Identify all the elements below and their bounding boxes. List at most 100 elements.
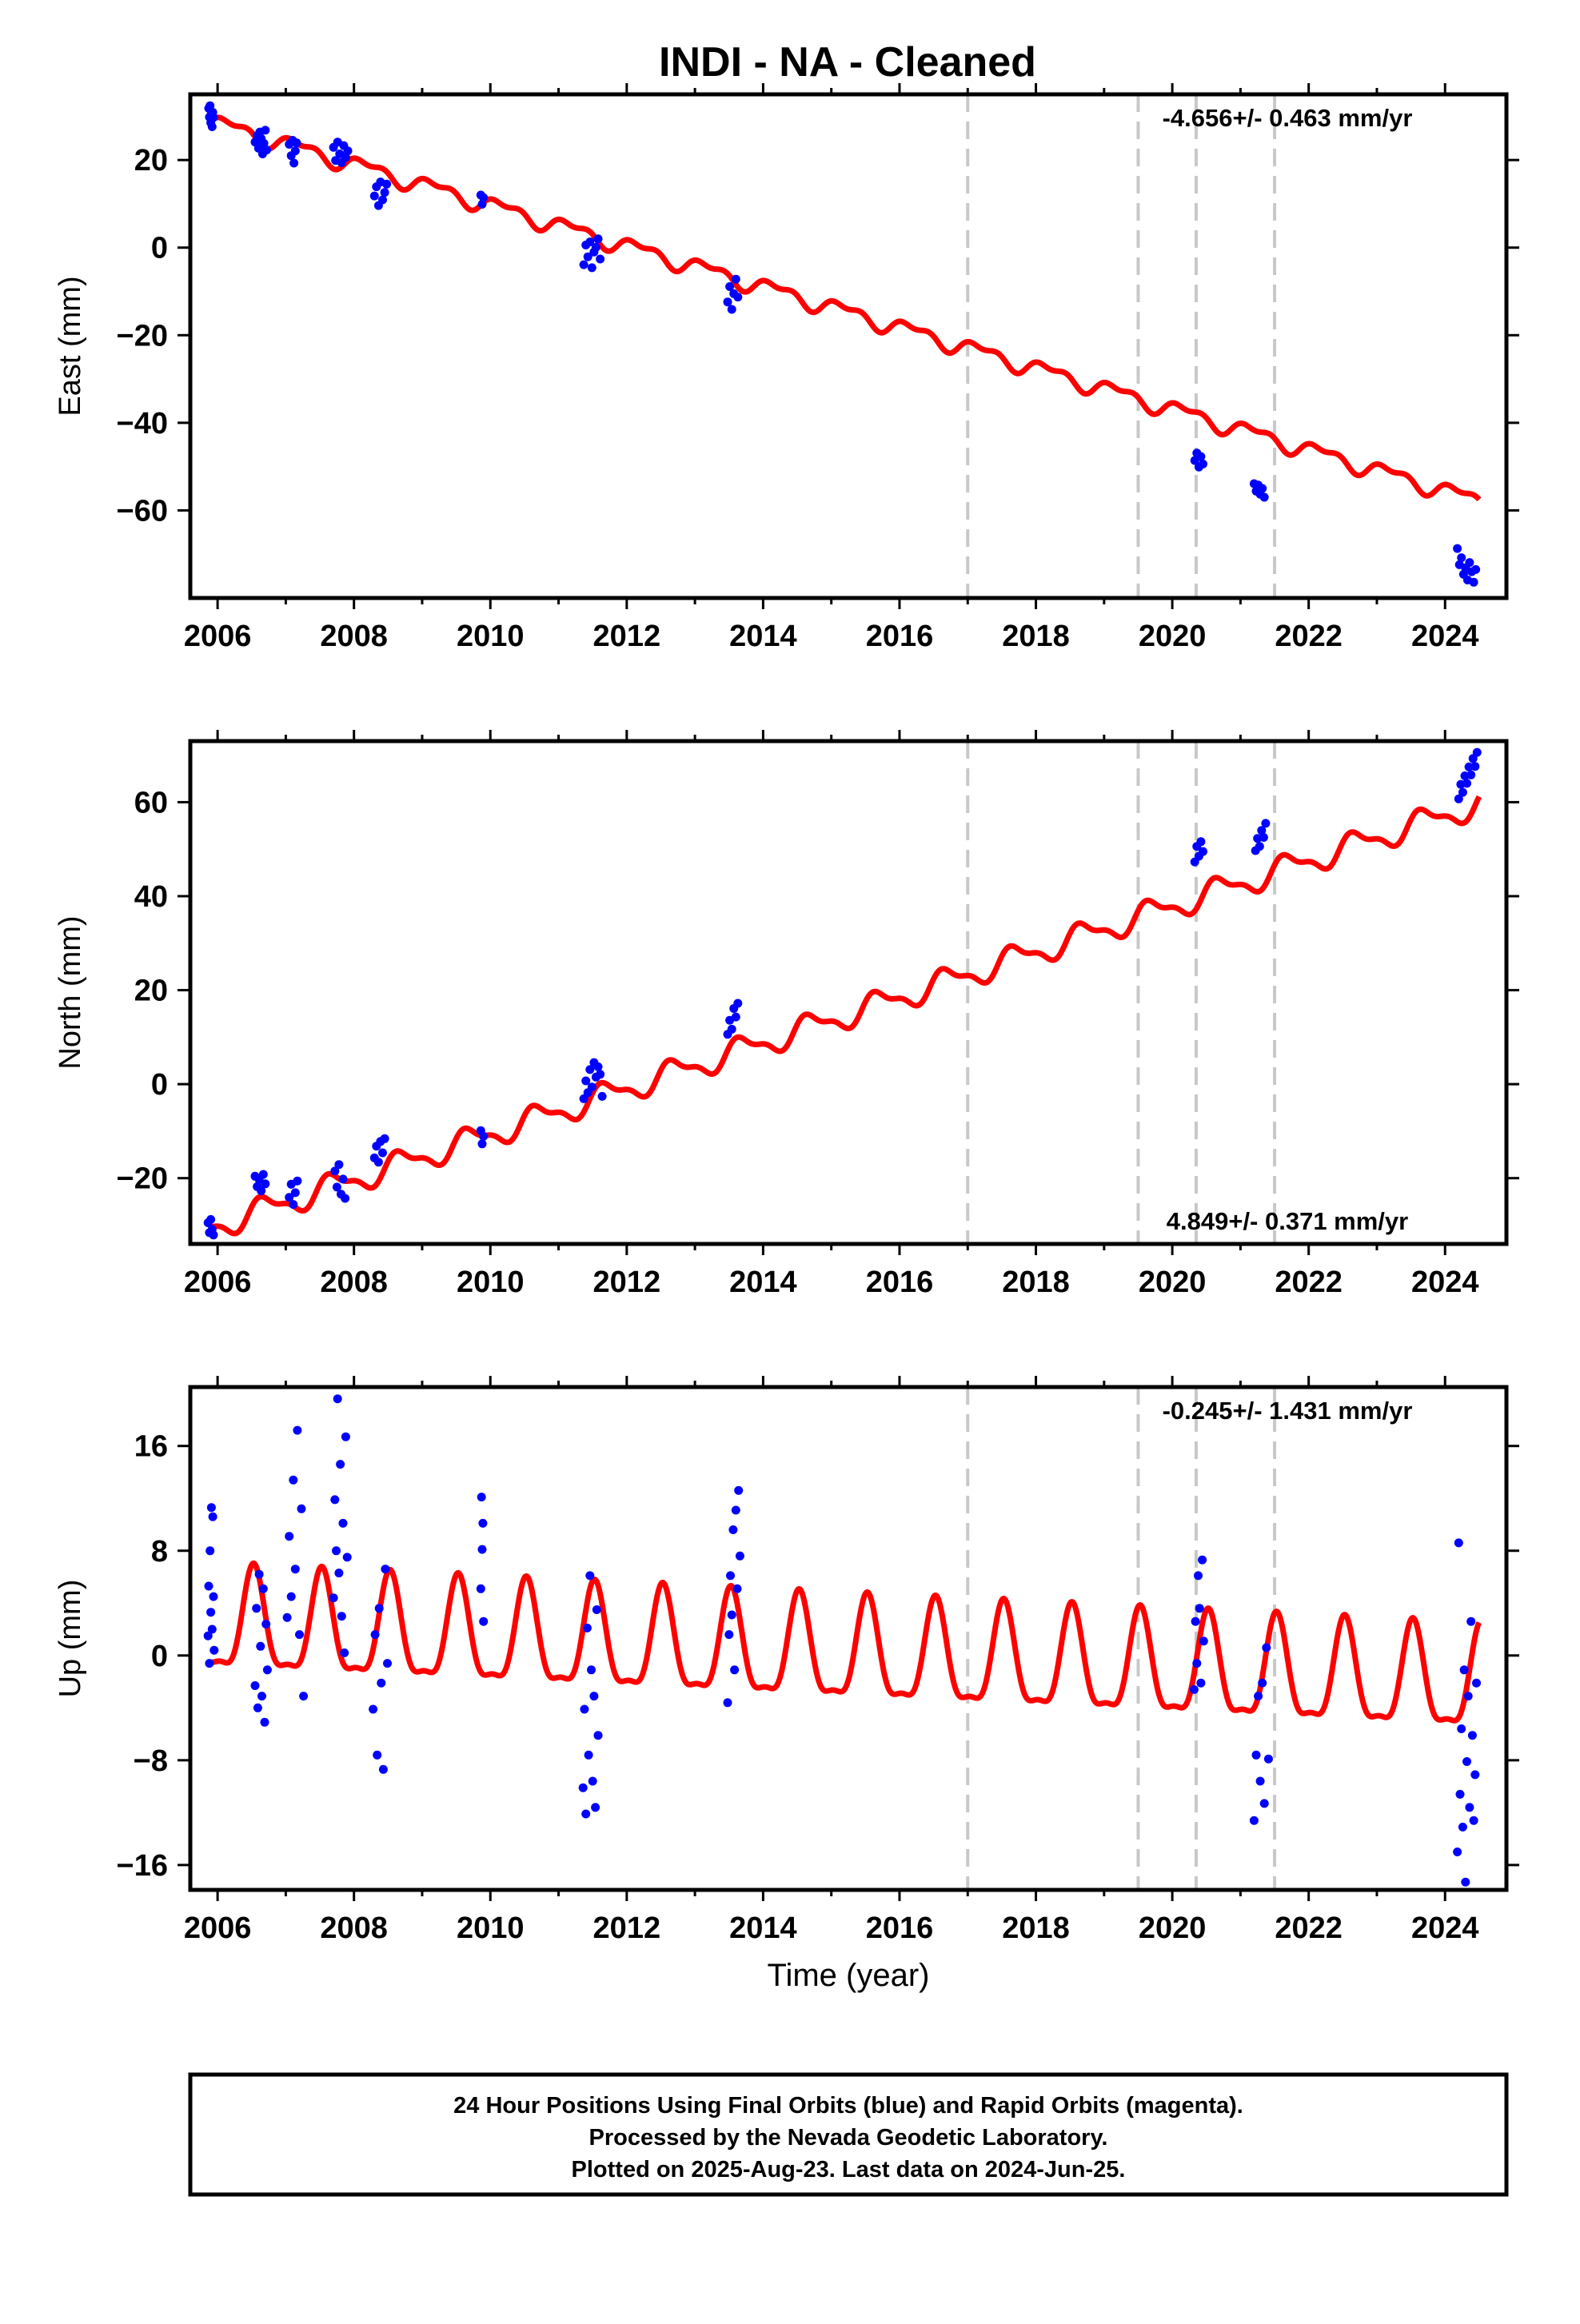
x-tick-label-north-2016: 2016 — [866, 1266, 934, 1299]
rate-label-up: -0.245+/- 1.431 mm/yr — [1163, 1397, 1413, 1425]
data-point-up-16 — [258, 1584, 268, 1593]
x-tick-label-up-2008: 2008 — [320, 1911, 388, 1945]
data-point-north-13 — [289, 1200, 298, 1210]
y-tick-label-up--16: −16 — [117, 1849, 168, 1883]
data-point-north-51 — [1199, 847, 1207, 856]
data-point-up-2 — [205, 1659, 214, 1668]
data-point-north-11 — [285, 1193, 294, 1202]
data-point-north-29 — [477, 1139, 487, 1149]
data-point-east-44 — [585, 237, 595, 247]
data-point-up-78 — [1194, 1571, 1203, 1581]
data-point-up-25 — [293, 1425, 302, 1435]
data-point-up-84 — [1251, 1750, 1261, 1760]
data-point-up-70 — [730, 1665, 740, 1675]
data-point-east-45 — [587, 263, 596, 273]
data-point-east-55 — [733, 293, 743, 302]
x-tick-label-up-2012: 2012 — [593, 1911, 661, 1945]
data-point-up-13 — [254, 1569, 264, 1579]
data-point-north-21 — [341, 1194, 350, 1203]
data-point-up-65 — [723, 1698, 732, 1708]
data-point-east-65 — [1258, 484, 1267, 493]
data-point-north-4 — [209, 1230, 218, 1240]
data-point-up-68 — [727, 1610, 736, 1620]
data-point-north-27 — [380, 1134, 389, 1143]
data-point-east-39 — [477, 200, 487, 209]
data-point-up-9 — [209, 1645, 219, 1655]
data-point-north-8 — [257, 1186, 266, 1196]
data-point-up-24 — [290, 1565, 300, 1574]
data-point-up-87 — [1258, 1678, 1267, 1688]
data-point-east-52 — [727, 305, 736, 314]
data-point-up-79 — [1195, 1604, 1204, 1613]
data-point-up-55 — [581, 1809, 591, 1819]
data-point-up-5 — [206, 1503, 216, 1513]
model-line-north — [208, 795, 1482, 1237]
data-point-up-15 — [257, 1692, 266, 1701]
data-point-up-80 — [1196, 1678, 1206, 1688]
data-point-north-10 — [261, 1179, 270, 1189]
data-point-up-97 — [1461, 1877, 1470, 1887]
data-point-north-66 — [1470, 762, 1480, 771]
data-point-north-15 — [293, 1176, 302, 1186]
data-point-north-60 — [1458, 787, 1467, 797]
data-point-up-98 — [1462, 1757, 1471, 1766]
data-point-up-93 — [1455, 1789, 1465, 1799]
data-point-up-27 — [297, 1504, 306, 1513]
y-tick-label-north-0: 0 — [151, 1068, 168, 1102]
data-point-east-67 — [1453, 544, 1462, 553]
data-point-east-66 — [1259, 492, 1269, 502]
data-point-up-19 — [262, 1665, 272, 1675]
data-point-east-5 — [207, 122, 217, 131]
x-tick-label-up-2020: 2020 — [1139, 1911, 1207, 1945]
data-point-up-46 — [381, 1565, 390, 1574]
data-point-east-48 — [593, 234, 603, 244]
x-tick-label-up-2014: 2014 — [729, 1911, 797, 1945]
data-point-north-45 — [731, 1012, 740, 1022]
data-point-east-35 — [378, 195, 387, 205]
x-tick-label-north-2024: 2024 — [1411, 1266, 1479, 1299]
data-point-north-39 — [596, 1070, 605, 1079]
panel-north: 2006 2008 2010 2012 2014 2016 2018 2020 2022 2024… — [54, 730, 1519, 1299]
x-tick-label-up-2018: 2018 — [1002, 1911, 1070, 1945]
x-tick-label-east-2012: 2012 — [593, 620, 661, 653]
data-point-up-57 — [584, 1750, 593, 1760]
data-point-up-52 — [479, 1616, 489, 1626]
y-tick-label-east-20: 20 — [134, 144, 168, 177]
data-point-up-22 — [286, 1592, 296, 1601]
x-tick-label-east-2020: 2020 — [1139, 620, 1207, 653]
data-point-north-57 — [1261, 819, 1271, 828]
footer-line-2: Processed by the Nevada Geodetic Laborat… — [589, 2125, 1108, 2151]
data-point-north-16 — [330, 1166, 340, 1176]
data-point-up-53 — [578, 1783, 588, 1792]
data-point-east-36 — [380, 188, 389, 197]
data-point-north-54 — [1255, 842, 1264, 851]
x-tick-label-east-2024: 2024 — [1411, 620, 1479, 653]
data-point-up-105 — [1472, 1678, 1481, 1688]
data-point-up-60 — [588, 1776, 597, 1786]
y-tick-label-north-20: 20 — [134, 975, 168, 1008]
data-point-up-20 — [282, 1612, 292, 1622]
footer-line-3: Plotted on 2025-Aug-23. Last data on 202… — [572, 2157, 1126, 2182]
x-tick-label-east-2022: 2022 — [1275, 620, 1343, 653]
data-point-east-69 — [1457, 553, 1466, 563]
x-tick-label-east-2008: 2008 — [320, 620, 388, 653]
data-point-up-85 — [1254, 1692, 1263, 1701]
x-tick-label-north-2006: 2006 — [184, 1266, 252, 1299]
x-tick-label-east-2006: 2006 — [184, 620, 252, 653]
data-point-up-75 — [1189, 1684, 1199, 1694]
data-point-up-103 — [1469, 1816, 1478, 1825]
x-tick-label-east-2016: 2016 — [866, 620, 934, 653]
data-point-east-16 — [262, 145, 271, 155]
data-point-east-20 — [289, 158, 299, 168]
data-point-up-12 — [253, 1703, 262, 1712]
footer-box: 24 Hour Positions Using Final Orbits (bl… — [188, 2072, 1509, 2197]
data-point-up-41 — [370, 1630, 380, 1640]
data-point-up-35 — [337, 1612, 346, 1621]
data-point-north-17 — [332, 1182, 341, 1192]
data-point-up-21 — [285, 1532, 294, 1541]
x-tick-label-up-2010: 2010 — [457, 1911, 525, 1945]
data-point-east-22 — [292, 138, 301, 148]
data-point-up-1 — [204, 1581, 213, 1591]
data-point-east-30 — [343, 146, 353, 156]
